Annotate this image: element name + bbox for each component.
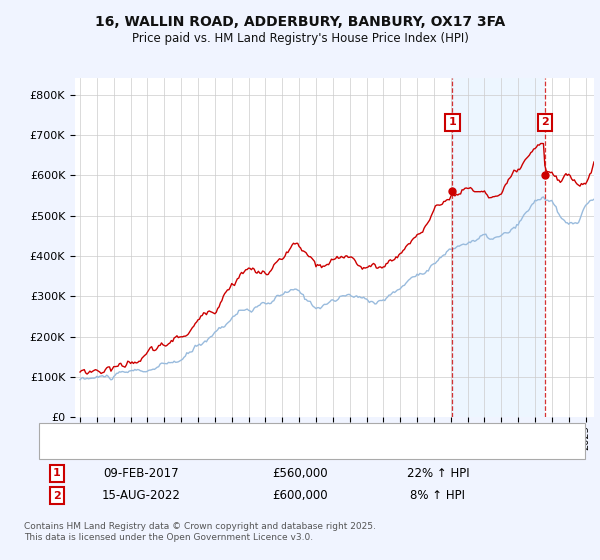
Text: Contains HM Land Registry data © Crown copyright and database right 2025.
This d: Contains HM Land Registry data © Crown c… [24, 522, 376, 542]
Text: Price paid vs. HM Land Registry's House Price Index (HPI): Price paid vs. HM Land Registry's House … [131, 32, 469, 45]
Text: 8% ↑ HPI: 8% ↑ HPI [410, 489, 466, 502]
Text: 22% ↑ HPI: 22% ↑ HPI [407, 466, 469, 480]
Text: 1: 1 [53, 468, 61, 478]
Bar [452, 78, 545, 417]
Text: 2: 2 [541, 118, 549, 128]
Text: 09-FEB-2017: 09-FEB-2017 [103, 466, 179, 480]
Text: 1: 1 [449, 118, 457, 128]
Text: £600,000: £600,000 [272, 489, 328, 502]
Text: 15-AUG-2022: 15-AUG-2022 [101, 489, 181, 502]
Text: HPI: Average price, detached house, Cherwell: HPI: Average price, detached house, Cher… [93, 444, 331, 454]
Text: 2: 2 [53, 491, 61, 501]
Text: 16, WALLIN ROAD, ADDERBURY, BANBURY, OX17 3FA: 16, WALLIN ROAD, ADDERBURY, BANBURY, OX1… [95, 15, 505, 29]
Text: £560,000: £560,000 [272, 466, 328, 480]
Text: 16, WALLIN ROAD, ADDERBURY, BANBURY, OX17 3FA (detached house): 16, WALLIN ROAD, ADDERBURY, BANBURY, OX1… [93, 429, 464, 439]
